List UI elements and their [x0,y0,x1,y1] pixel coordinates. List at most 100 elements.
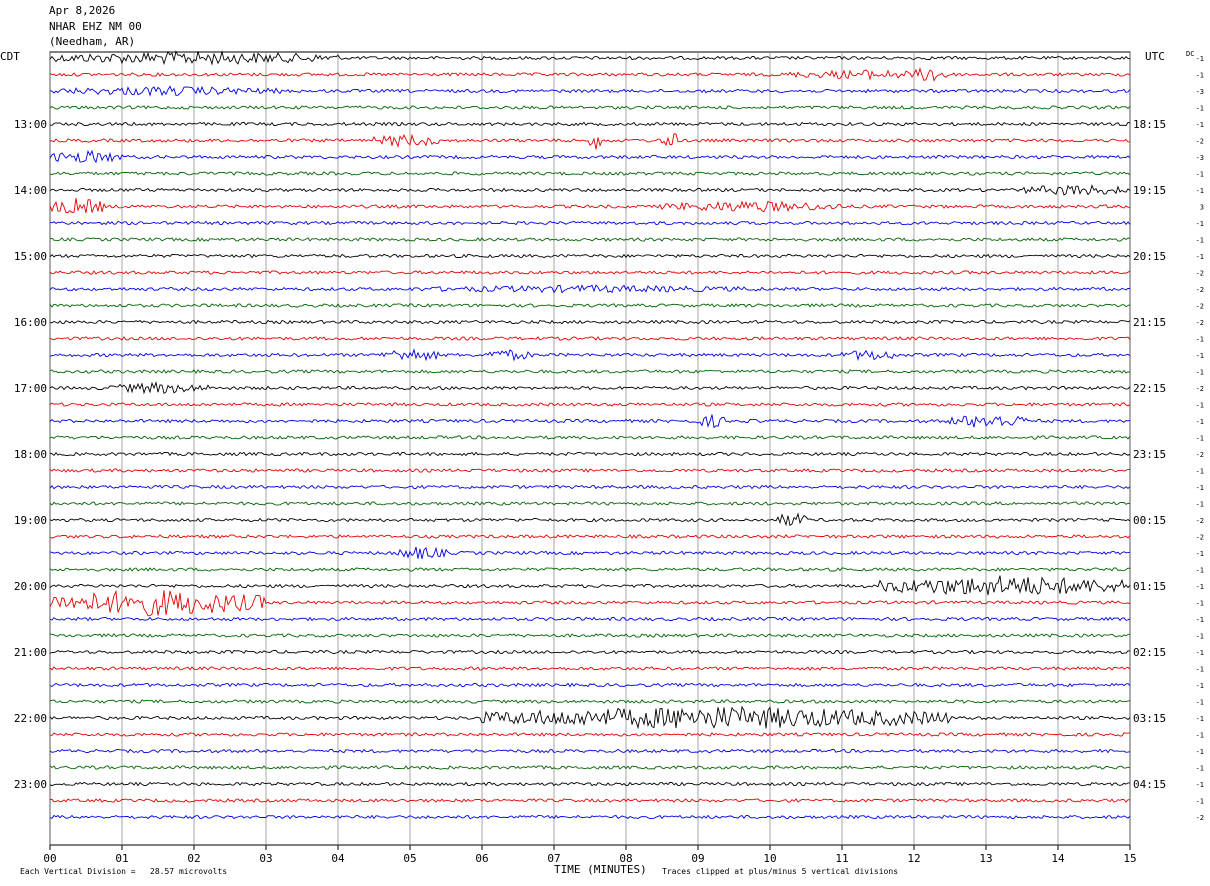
trace-line [49,666,1131,671]
trace-line [49,336,1131,341]
dc-offset-label: -1 [1196,798,1204,806]
x-tick-label: 07 [547,852,560,865]
trace-line [49,348,1131,362]
x-tick-label: 09 [691,852,704,865]
dc-offset-label: -1 [1196,649,1204,657]
clip-note: Traces clipped at plus/minus 5 vertical … [662,867,899,876]
left-time-label: 23:00 [14,778,47,791]
trace-line [49,184,1131,196]
x-tick-label: 11 [835,852,848,865]
trace-line [49,369,1131,374]
dc-offset-label: -1 [1196,237,1204,245]
header-station: NHAR EHZ NM 00 [49,20,142,33]
left-time-label: 17:00 [14,382,47,395]
dc-offset-label: -1 [1196,550,1204,558]
right-time-label: 22:15 [1133,382,1166,395]
trace-line [49,105,1131,110]
dc-offset-label: -1 [1196,121,1204,129]
trace-line [49,699,1131,704]
right-time-label: 02:15 [1133,646,1166,659]
trace-line [49,798,1131,803]
dc-offset-label: -2 [1196,286,1204,294]
dc-offset-label: -3 [1196,154,1204,162]
trace-line [49,121,1131,127]
trace-line [49,732,1130,737]
trace-line [49,414,1131,429]
trace-line [49,253,1131,259]
trace-line [49,402,1131,407]
right-time-label: 23:15 [1133,448,1166,461]
trace-line [49,270,1131,275]
trace-line [49,67,1131,82]
trace-line [49,50,1131,66]
dc-offset-label: -1 [1196,352,1204,360]
dc-offset-label: -1 [1196,732,1204,740]
dc-offset-label: -1 [1196,484,1204,492]
dc-offset-label: -1 [1196,567,1204,575]
left-time-label: 19:00 [14,514,47,527]
x-tick-label: 05 [403,852,416,865]
trace-line [49,575,1131,596]
dc-offset-label: -1 [1196,633,1204,641]
dc-offset-label: -1 [1196,187,1204,195]
right-time-label: 01:15 [1133,580,1166,593]
trace-line [49,380,1131,395]
left-time-label: 20:00 [14,580,47,593]
right-time-label: 00:15 [1133,514,1166,527]
scale-note: Each Vertical Division = 28.57 microvolt… [20,867,228,876]
dc-offset-label: -2 [1196,814,1204,822]
plot-frame [49,51,1131,846]
trace-line [49,451,1131,457]
dc-offset-label: -2 [1196,319,1204,327]
dc-offset-label: -1 [1196,55,1204,63]
trace-line [49,567,1131,572]
dc-offset-label: 3 [1200,204,1204,212]
dc-offset-label: -1 [1196,418,1204,426]
trace-line [49,633,1131,638]
x-tick-label: 08 [619,852,632,865]
dc-offset-label: -1 [1196,72,1204,80]
dc-offset-label: -1 [1196,583,1204,591]
right-time-label: 19:15 [1133,184,1166,197]
dc-offset-label: -1 [1196,402,1204,410]
right-time-label: 03:15 [1133,712,1166,725]
left-time-label: 16:00 [14,316,47,329]
dc-offset-label: -2 [1196,385,1204,393]
dc-offset-label: -2 [1196,270,1204,278]
dc-offset-label: -1 [1196,105,1204,113]
trace-line [49,237,1131,242]
trace-line [49,220,1131,226]
left-time-label: 14:00 [14,184,47,197]
dc-offset-label: -1 [1196,781,1204,789]
left-time-label: 13:00 [14,118,47,131]
dc-offset-label: -1 [1196,765,1204,773]
dc-offset-label: -1 [1196,501,1204,509]
trace-line [49,284,1131,294]
x-axis-title: TIME (MINUTES) [554,863,647,876]
x-tick-label: 04 [331,852,345,865]
trace-line [49,534,1131,539]
trace-line [49,435,1131,440]
dc-offset-label: -1 [1196,220,1204,228]
dc-offset-label: -1 [1196,699,1204,707]
left-timezone-label: CDT [0,50,20,63]
dc-offset-label: -1 [1196,253,1204,261]
dc-offset-label: -1 [1196,435,1204,443]
header-date: Apr 8,2026 [49,4,116,17]
right-timezone-label: UTC [1145,50,1165,63]
right-time-label: 04:15 [1133,778,1166,791]
dc-offset-label: -1 [1196,369,1204,377]
trace-line [49,501,1131,506]
dc-offset-label: -1 [1196,336,1204,344]
dc-offset-label: -1 [1196,666,1204,674]
trace-line [49,649,1131,655]
trace-line [49,682,1131,688]
x-tick-label: 15 [1123,852,1136,865]
x-tick-label: 12 [907,852,920,865]
trace-line [49,781,1130,787]
trace-line [49,198,1130,214]
trace-line [49,512,1131,527]
trace-line [49,484,1131,490]
left-time-label: 21:00 [14,646,47,659]
